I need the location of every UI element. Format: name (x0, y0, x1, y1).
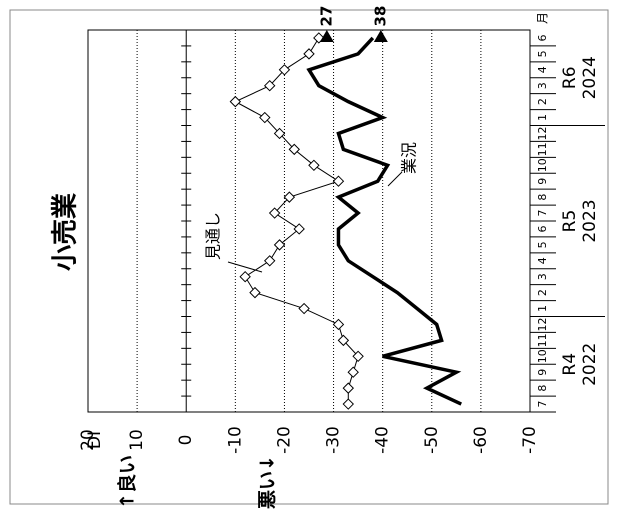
diamond-marker (264, 80, 276, 92)
diamond-marker (298, 302, 310, 315)
x-tick-label: 4 (536, 66, 549, 73)
diamond-marker (288, 143, 300, 156)
diamond-marker (337, 334, 350, 347)
era-label: R5 (560, 210, 580, 233)
x-tick-label: 12 (536, 126, 549, 140)
y-tick-label: 0 (176, 435, 196, 446)
y-tick-label: 20 (78, 429, 98, 451)
diamond-marker (283, 191, 296, 203)
diamond-marker (278, 64, 291, 76)
end-marker (319, 30, 334, 42)
frame (9, 9, 609, 505)
x-tick-label: 7 (536, 210, 549, 217)
year-label: 2023 (580, 199, 600, 242)
year-label: 2022 (580, 343, 600, 386)
leader-line (227, 261, 263, 273)
x-tick-label: 6 (536, 34, 549, 41)
plot-frame (87, 29, 531, 413)
x-tick-label: 10 (536, 158, 549, 172)
bad-label: 悪い↓ (257, 455, 279, 509)
series-label: 業況 (400, 142, 419, 174)
x-tick-label: 8 (536, 194, 549, 201)
y-tick-label: -60 (471, 426, 491, 454)
diamond-marker (347, 366, 359, 378)
x-tick-label: 5 (536, 50, 549, 57)
x-tick-label: 5 (536, 241, 549, 248)
diamond-marker (239, 271, 251, 283)
diamond-marker (273, 127, 286, 140)
diamond-marker (332, 318, 345, 331)
x-unit: 月 (536, 12, 550, 24)
leader-line (387, 171, 403, 187)
series-label: 見通し (204, 212, 223, 260)
diamond-marker (303, 48, 315, 60)
x-tick-label: 12 (536, 317, 549, 331)
x-tick-label: 4 (536, 257, 549, 264)
diamond-marker (308, 159, 320, 171)
diamond-marker (264, 255, 276, 267)
diamond-marker (293, 223, 305, 235)
x-tick-label: 2 (536, 289, 549, 296)
era-label: R4 (560, 353, 580, 376)
x-tick-label: 10 (536, 349, 549, 363)
y-tick-label: -30 (324, 426, 344, 454)
x-tick-label: 3 (536, 273, 549, 280)
y-axis-label: DI (85, 431, 105, 449)
x-tick-label: 1 (536, 305, 549, 312)
era-label: R6 (560, 66, 580, 89)
x-tick-label: 2 (536, 98, 549, 105)
x-tick-label: 9 (536, 178, 549, 185)
diamond-marker (342, 382, 354, 394)
chart-title: 小売業 (51, 193, 81, 271)
x-tick-label: 7 (536, 401, 549, 408)
x-tick-label: 9 (536, 369, 549, 376)
diamond-marker (273, 239, 286, 251)
series-line (306, 36, 462, 406)
diamond-marker (249, 286, 261, 299)
x-tick-label: 6 (536, 225, 549, 232)
series-line (234, 37, 359, 405)
diamond-marker (342, 398, 354, 410)
good-label: ↑良い (116, 455, 139, 509)
diamond-marker (352, 350, 364, 362)
x-tick-label: 11 (536, 142, 549, 156)
x-tick-label: 1 (536, 114, 549, 121)
y-tick-label: -10 (225, 426, 245, 454)
y-tick-label: -50 (422, 426, 442, 454)
end-label: 38 (371, 6, 389, 27)
x-tick-label: 11 (536, 333, 549, 347)
y-tick-label: 10 (127, 429, 147, 451)
end-label: 27 (317, 6, 335, 27)
end-marker (373, 30, 388, 42)
diamond-marker (332, 175, 345, 187)
year-label: 2024 (580, 56, 600, 99)
y-tick-label: -70 (520, 426, 540, 454)
diamond-marker (259, 111, 271, 124)
y-tick-label: -40 (373, 426, 393, 454)
x-tick-label: 8 (536, 385, 549, 392)
diamond-marker (229, 95, 242, 108)
y-tick-label: -20 (274, 426, 294, 454)
diamond-marker (268, 207, 281, 219)
x-tick-label: 3 (536, 82, 549, 89)
